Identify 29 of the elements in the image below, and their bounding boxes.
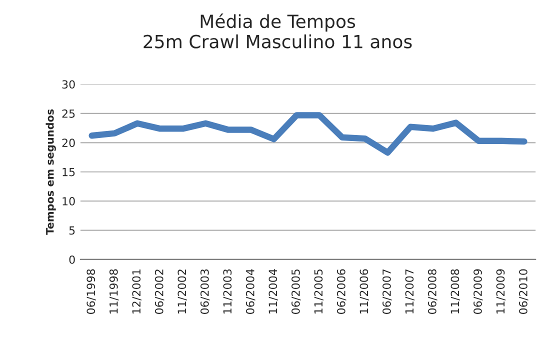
x-tick-label: 06/2006 <box>336 269 346 314</box>
x-tick-label: 12/2001 <box>132 270 142 314</box>
x-tick-label: 06/2007 <box>382 269 392 314</box>
y-tick-label: 20 <box>62 138 75 148</box>
x-tick-label: 06/2003 <box>200 269 210 314</box>
x-tick-label: 11/2003 <box>223 269 232 314</box>
y-tick-label: 5 <box>69 226 75 235</box>
x-tick-label: 11/2006 <box>360 269 370 314</box>
x-tick-label: 11/2009 <box>496 269 506 314</box>
x-tick-label: 06/2009 <box>474 269 483 314</box>
y-axis-title: Tempos em segundos <box>46 109 56 235</box>
x-tick-label: 06/2004 <box>246 269 256 314</box>
x-tick-label: 11/2002 <box>178 270 187 314</box>
y-tick-label: 25 <box>62 109 75 118</box>
x-tick-label: 11/2007 <box>405 269 415 314</box>
y-tick-label: 0 <box>69 255 75 264</box>
x-tick-label: 11/2005 <box>314 269 324 314</box>
x-tick-label: 06/2005 <box>291 269 301 314</box>
x-tick-label: 06/2002 <box>154 270 164 314</box>
y-tick-label: 10 <box>62 197 75 206</box>
x-tick-label: 11/1998 <box>109 269 119 314</box>
y-tick-label: 15 <box>62 168 75 176</box>
x-tick-label: 11/2004 <box>268 269 278 314</box>
y-tick-label: 30 <box>62 80 75 89</box>
x-tick-label: 06/2008 <box>428 269 438 314</box>
chart-title: Média de Tempos 25m Crawl Masculino 11 anos <box>144 13 412 48</box>
x-tick-label: 06/1998 <box>86 269 96 314</box>
x-tick-label: 11/2008 <box>450 269 460 314</box>
x-tick-label: 06/2010 <box>519 269 528 314</box>
